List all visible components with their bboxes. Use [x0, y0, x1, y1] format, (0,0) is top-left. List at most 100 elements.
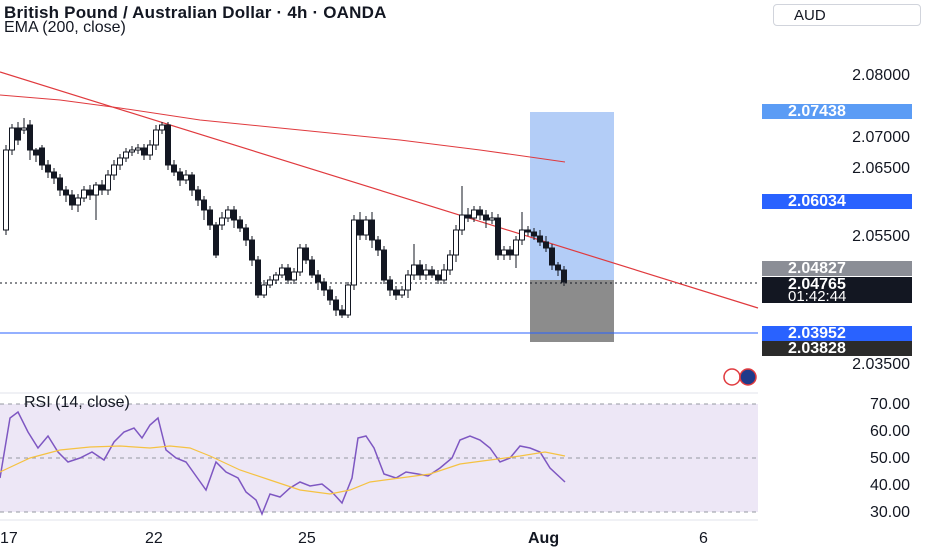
- candle-body: [195, 189, 201, 201]
- rsi-title[interactable]: RSI (14, close): [24, 394, 130, 411]
- candle-body: [411, 264, 417, 276]
- candle-body: [543, 241, 549, 249]
- candle-body: [555, 264, 561, 271]
- candle-body: [471, 209, 477, 219]
- candle-body: [381, 249, 387, 281]
- candle-body: [117, 157, 123, 166]
- candle-body: [87, 189, 93, 196]
- entry-price-tag: 2.06034: [762, 194, 912, 210]
- candle-body: [189, 174, 195, 191]
- candle-body: [315, 274, 321, 283]
- candle-body: [405, 274, 411, 291]
- trend-line[interactable]: [0, 71, 759, 309]
- candle-body: [501, 249, 507, 256]
- price-label: 2.07000: [852, 129, 910, 146]
- candle-body: [561, 269, 567, 283]
- indicator-label[interactable]: EMA (200, close): [4, 19, 126, 36]
- candle-body: [129, 149, 135, 153]
- candle-body: [207, 209, 213, 226]
- candle-body: [387, 279, 393, 291]
- calendar-flag-icon[interactable]: [720, 368, 764, 386]
- candle-body: [213, 224, 219, 256]
- candle-body: [81, 189, 87, 199]
- candle-body: [267, 279, 273, 286]
- candle-body: [303, 247, 309, 261]
- target-zone[interactable]: [530, 112, 614, 280]
- candle-body: [123, 151, 129, 159]
- candle-body: [435, 274, 441, 281]
- candle-body: [261, 284, 267, 296]
- chart-title: British Pound / Australian Dollar · 4h ·…: [4, 3, 387, 22]
- high-price-tag: 2.04827: [762, 261, 912, 277]
- candle-body: [255, 259, 261, 296]
- candle-body: [483, 214, 489, 221]
- candle-body: [519, 229, 525, 241]
- candle-body: [513, 239, 519, 256]
- candle-body: [15, 127, 21, 141]
- price-label: 2.03500: [852, 356, 910, 373]
- candle-body: [147, 144, 153, 156]
- candle-body: [99, 184, 105, 191]
- candle-body: [495, 217, 501, 256]
- candle-body: [333, 299, 339, 311]
- candle-body: [507, 249, 513, 256]
- rsi-label: 60.00: [869, 423, 910, 440]
- candle-body: [225, 209, 231, 219]
- candle-body: [33, 149, 39, 156]
- candle-body: [141, 147, 147, 156]
- candle-body: [165, 124, 171, 166]
- candle-body: [531, 231, 537, 237]
- candle-body: [219, 217, 225, 226]
- candle-body: [201, 199, 207, 211]
- support-price-tag: 2.03952: [762, 326, 912, 342]
- candle-body: [309, 259, 315, 276]
- candle-body: [177, 171, 183, 181]
- price-label: 2.06500: [852, 160, 910, 177]
- candle-body: [57, 177, 63, 191]
- candle-body: [429, 269, 435, 276]
- candle-body: [153, 129, 159, 146]
- time-label: 6: [699, 530, 708, 547]
- time-label: Aug: [528, 530, 560, 547]
- candle-body: [477, 209, 483, 216]
- candle-body: [327, 289, 333, 301]
- candle-body: [171, 164, 177, 173]
- rsi-label: 70.00: [869, 396, 910, 413]
- time-label: 25: [298, 530, 316, 547]
- candle-body: [3, 149, 9, 231]
- candle-body: [393, 289, 399, 296]
- candle-body: [231, 209, 237, 221]
- candle-body: [369, 219, 375, 241]
- candle-body: [453, 229, 459, 256]
- candle-body: [357, 219, 363, 236]
- stop-zone[interactable]: [530, 280, 614, 342]
- candle-body: [489, 217, 495, 221]
- candle-body: [465, 214, 471, 219]
- candle-body: [525, 229, 531, 233]
- candle-body: [51, 171, 57, 179]
- countdown-tag: 01:42:44: [762, 289, 912, 304]
- ema-line: [0, 94, 566, 163]
- candle-body: [279, 267, 285, 276]
- candle-body: [339, 309, 345, 316]
- candle-body: [441, 269, 447, 281]
- target-price-tag: 2.07438: [762, 104, 912, 120]
- candle-body: [39, 147, 45, 166]
- candle-body: [351, 219, 357, 286]
- candle-body: [375, 239, 381, 251]
- rsi-label: 50.00: [869, 450, 910, 467]
- candle-body: [537, 235, 543, 243]
- candle-body: [159, 124, 165, 131]
- candle-body: [93, 184, 99, 196]
- candle-body: [9, 127, 15, 151]
- currency-selector[interactable]: AUD: [773, 4, 921, 26]
- candle-body: [291, 271, 297, 281]
- candle-body: [45, 164, 51, 173]
- candle-body: [549, 247, 555, 266]
- price-label: 2.05500: [852, 228, 910, 245]
- time-label: 17: [0, 530, 18, 547]
- time-label: 22: [145, 530, 163, 547]
- rsi-ma-line: [0, 445, 566, 495]
- candle-body: [297, 247, 303, 273]
